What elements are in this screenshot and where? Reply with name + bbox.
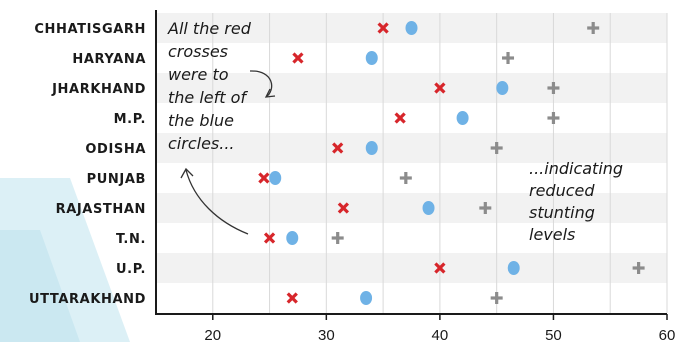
state-label: ODISHA — [85, 142, 146, 157]
blue-circle-marker — [496, 81, 509, 95]
row-band — [156, 283, 667, 313]
annotation-line: reduced — [529, 181, 595, 200]
red-cross-marker — [286, 292, 298, 304]
blue-circle-marker — [365, 51, 378, 65]
red-cross-stroke — [394, 112, 406, 124]
red-cross-stroke — [292, 52, 304, 64]
row-band — [156, 253, 667, 283]
row-band — [156, 103, 667, 133]
grey-plus-marker — [547, 82, 560, 94]
red-cross-marker — [292, 52, 304, 64]
row-bands — [156, 13, 667, 313]
red-cross-marker — [258, 172, 270, 184]
red-cross-marker — [434, 82, 446, 94]
annotation-stunting: ...indicating reduced stunting levels — [529, 159, 623, 244]
annotation-arrow-head — [264, 88, 276, 98]
red-cross-marker — [337, 202, 349, 214]
state-label: M.P. — [114, 112, 146, 127]
blue-circle-marker — [456, 111, 469, 125]
red-cross-stroke — [286, 292, 298, 304]
grey-plus-marker — [587, 22, 600, 34]
annotations: All the red crosses were to the left of the … — [167, 19, 623, 244]
x-tick-label: 50 — [545, 327, 562, 342]
annotation-red-crosses: All the red crosses were to the left of the … — [167, 19, 252, 153]
blue-circle-marker — [507, 261, 520, 275]
grey-plus-marker — [490, 142, 503, 154]
annotation-line: ...indicating — [529, 159, 623, 178]
grey-plus-marker — [479, 202, 492, 214]
swoosh-band — [0, 230, 80, 342]
x-tick-label: 20 — [204, 327, 221, 342]
annotation-line: the blue — [168, 111, 234, 130]
red-cross-marker — [332, 142, 344, 154]
annotation-arrow-curve — [249, 70, 273, 98]
axes — [155, 10, 668, 320]
annotation-line: levels — [529, 225, 575, 244]
blue-circle-marker — [422, 201, 435, 215]
red-cross-marker — [394, 112, 406, 124]
grey-plus-marker — [547, 112, 560, 124]
row-band — [156, 223, 667, 253]
red-cross-stroke — [332, 142, 344, 154]
state-label: JHARKHAND — [51, 82, 146, 97]
red-cross-stroke — [258, 172, 270, 184]
state-label: UTTARAKHAND — [29, 292, 146, 307]
annotation-arrow-head — [180, 167, 194, 179]
red-cross-stroke — [377, 22, 389, 34]
state-label: PUNJAB — [87, 172, 146, 187]
state-label: HARYANA — [72, 52, 146, 67]
x-tick-label: 60 — [659, 327, 676, 342]
annotation-line: stunting — [529, 203, 595, 222]
row-band — [156, 133, 667, 163]
state-labels: CHHATISGARH HARYANA JHARKHAND M.P. ODISHA PUN… — [29, 22, 146, 307]
annotation-line: crosses — [168, 42, 228, 61]
decorative-swoosh — [0, 178, 130, 342]
red-cross-marker — [377, 22, 389, 34]
x-tick-labels: 20 30 40 50 60 — [204, 327, 675, 342]
red-cross-stroke — [263, 232, 276, 244]
annotation-arrow-curve — [185, 169, 249, 235]
grey-plus-marker — [502, 52, 515, 64]
blue-circle-marker — [405, 21, 418, 35]
red-cross-stroke — [337, 202, 349, 214]
blue-circle-marker — [269, 171, 282, 185]
blue-circle-marker — [360, 291, 373, 305]
annotation-line: the left of — [168, 88, 248, 107]
x-tick-label: 40 — [432, 327, 449, 342]
state-label: CHHATISGARH — [34, 22, 146, 37]
state-label: U.P. — [116, 262, 146, 277]
markers — [258, 21, 645, 305]
grey-plus-marker — [399, 172, 412, 184]
row-band — [156, 73, 667, 103]
state-label: RAJASTHAN — [56, 202, 146, 217]
red-cross-stroke — [434, 82, 446, 94]
annotation-line: were to — [168, 65, 229, 84]
red-cross-marker — [434, 262, 446, 274]
blue-circle-marker — [365, 141, 378, 155]
grey-plus-marker — [632, 262, 645, 274]
state-label: T.N. — [116, 232, 146, 247]
grey-plus-marker — [331, 232, 344, 244]
x-tick-label: 30 — [318, 327, 335, 342]
red-cross-stroke — [434, 262, 446, 274]
red-cross-marker — [263, 232, 276, 244]
annotation-line: circles... — [168, 134, 235, 153]
grid-lines — [212, 13, 668, 313]
annotation-line: All the red — [167, 19, 252, 38]
row-band — [156, 193, 667, 223]
blue-circle-marker — [286, 231, 299, 245]
row-band — [156, 43, 667, 73]
grey-plus-marker — [490, 292, 503, 304]
